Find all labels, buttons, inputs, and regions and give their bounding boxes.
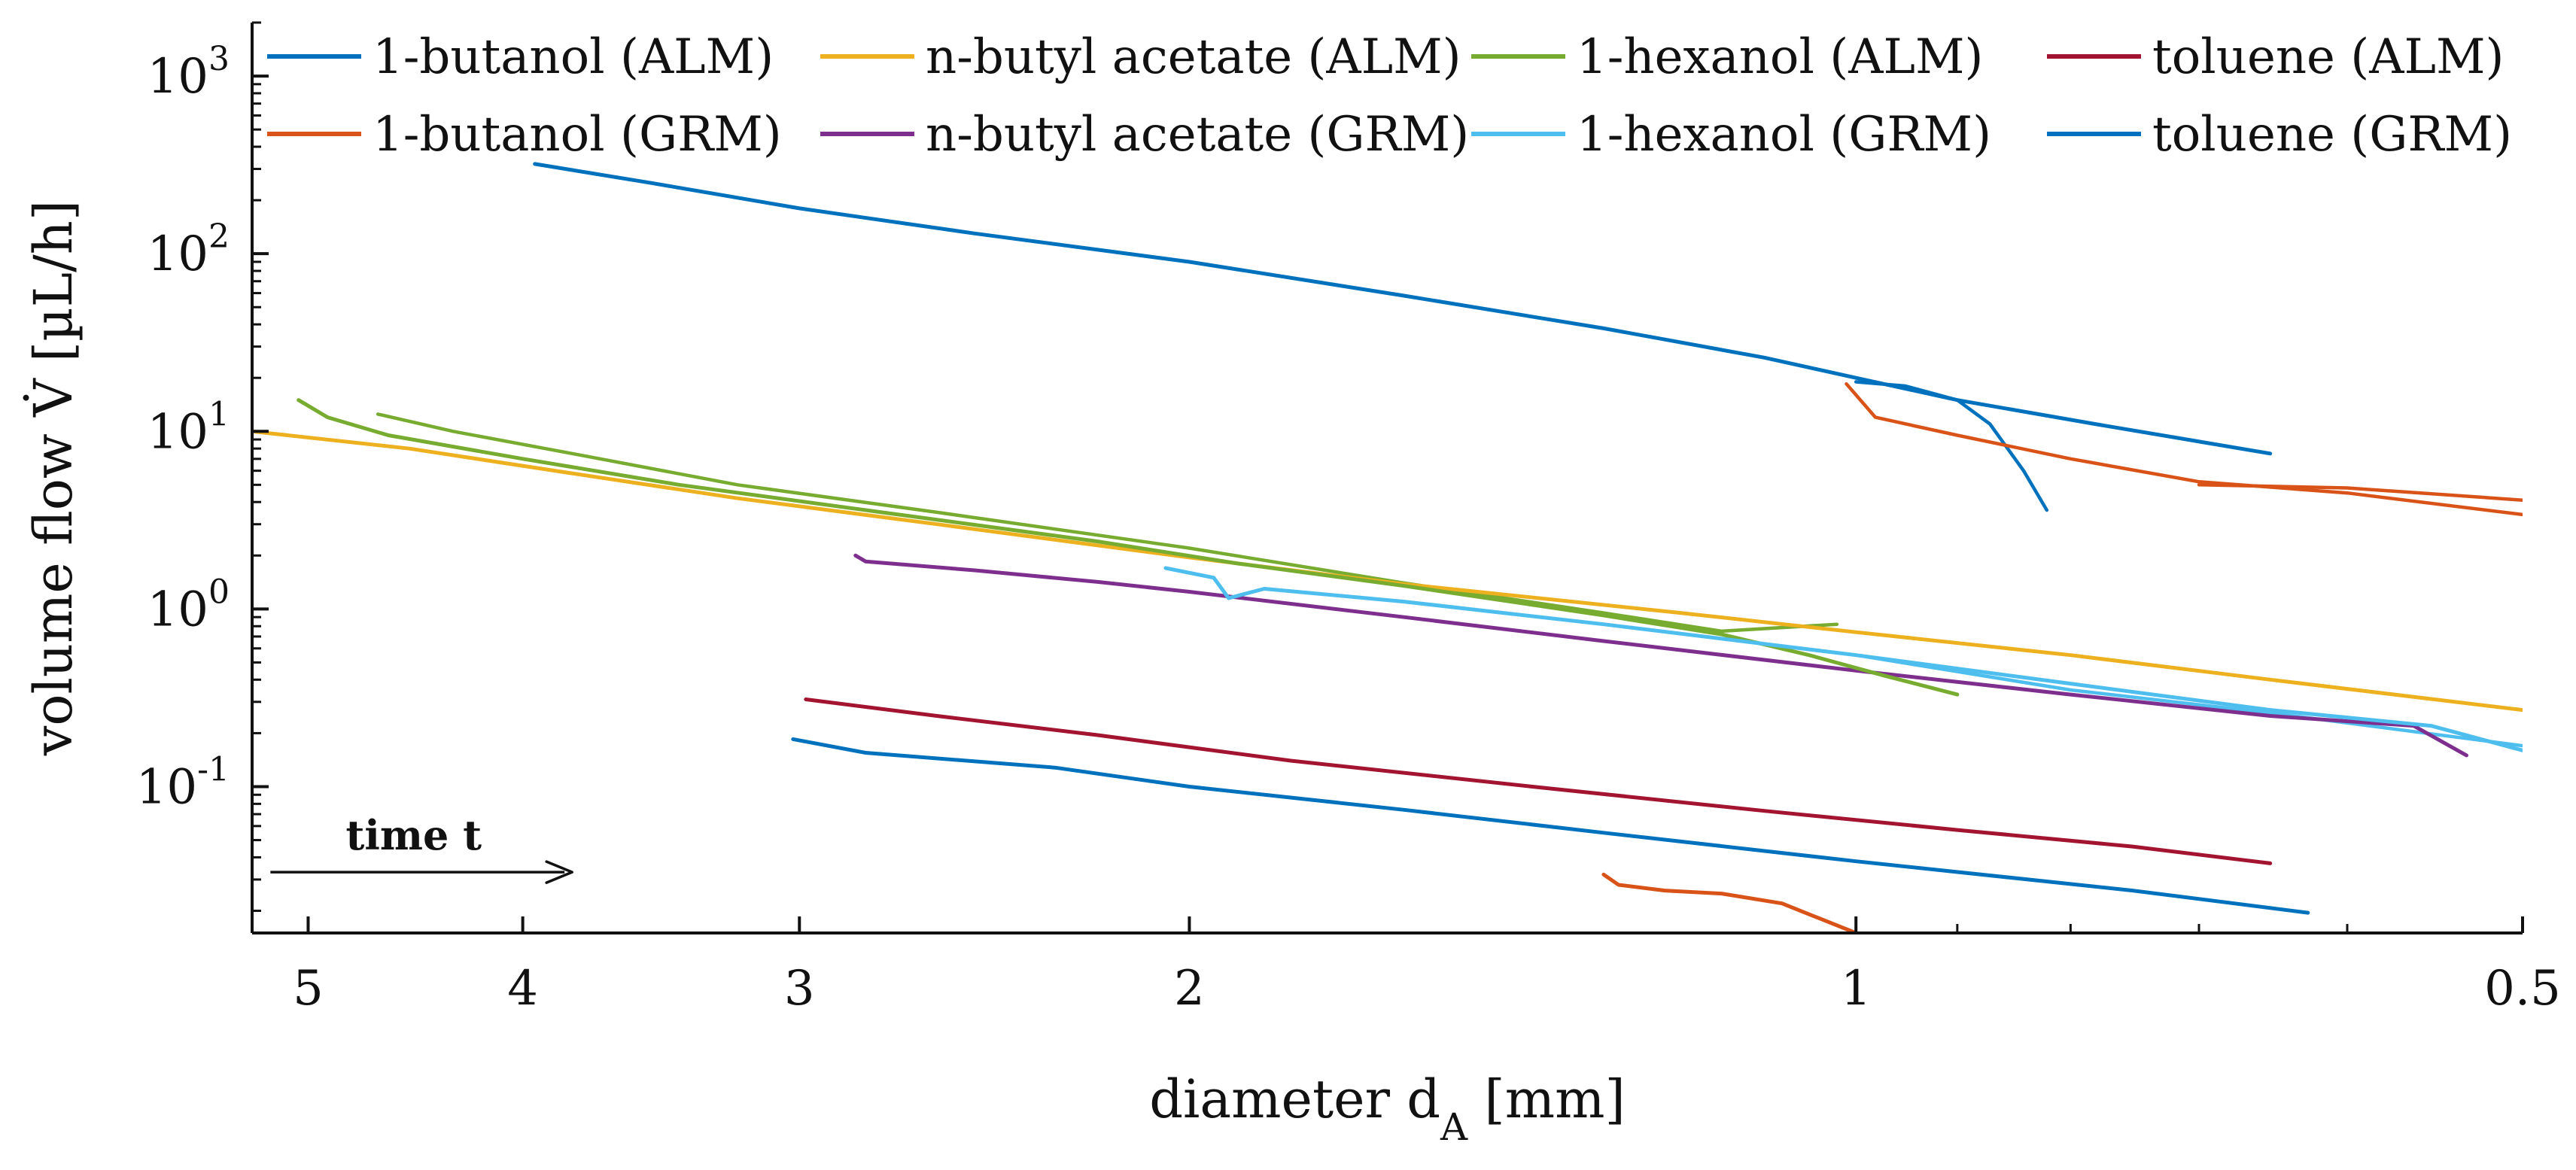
- series-branch-3: [1854, 653, 2523, 748]
- x-tick-label: 3: [784, 961, 815, 1017]
- y-tick-base: 10: [136, 759, 197, 815]
- y-tick-label: 102: [148, 217, 230, 282]
- y-tick-base: 10: [148, 582, 208, 637]
- legend-label: 1-butanol (ALM): [373, 29, 774, 85]
- legend-item: toluene (GRM): [2047, 107, 2512, 163]
- legend-label: n-butyl acetate (ALM): [926, 29, 1461, 85]
- y-tick-exp: 0: [208, 573, 230, 611]
- series-line-3: [853, 553, 2468, 758]
- y-tick-exp: 2: [208, 217, 230, 256]
- time-arrow-head: [545, 860, 573, 884]
- series-branch-1: [1845, 381, 2523, 517]
- series-line-5: [1163, 566, 2523, 752]
- y-tick-exp: 3: [208, 40, 230, 78]
- series-branch-2: [376, 412, 1839, 634]
- y-tick-base: 10: [148, 226, 208, 282]
- legend-item: n-butyl acetate (GRM): [820, 107, 1469, 163]
- time-label: time t: [345, 811, 482, 859]
- legend-label: 1-hexanol (GRM): [1577, 107, 1991, 163]
- x-tick-label: 4: [507, 961, 538, 1017]
- x-tick-label: 0.5: [2484, 961, 2561, 1017]
- legend-item: toluene (ALM): [2047, 29, 2504, 85]
- y-tick-base: 10: [148, 404, 208, 460]
- series-line-6: [804, 697, 2273, 865]
- y-tick-exp: 1: [208, 395, 230, 433]
- y-tick-base: 10: [148, 49, 208, 105]
- x-axis-label-sub: A: [1440, 1105, 1468, 1149]
- series-line-1: [1601, 872, 1862, 933]
- legend-label: 1-hexanol (ALM): [1577, 29, 1983, 85]
- legend-item: 1-hexanol (ALM): [1471, 29, 1983, 85]
- y-tick-exp: -1: [197, 750, 230, 789]
- legend-label: toluene (GRM): [2152, 107, 2512, 163]
- y-tick-label: 10-1: [136, 750, 230, 815]
- x-tick-label: 2: [1174, 961, 1205, 1017]
- y-tick-label: 100: [148, 573, 230, 637]
- y-axis-label: volume flow V̇ [µL/h]: [23, 200, 84, 756]
- x-axis-label: diameter dA [mm]: [1149, 1068, 1626, 1149]
- series-line-7: [533, 162, 2273, 456]
- legend-label: n-butyl acetate (GRM): [926, 107, 1469, 163]
- annotation: time t: [270, 811, 573, 884]
- legend-item: 1-hexanol (GRM): [1471, 107, 1991, 163]
- y-tick-label: 101: [148, 395, 230, 460]
- x-axis-label-main: diameter d: [1149, 1068, 1440, 1130]
- series-line-4: [297, 398, 1960, 697]
- x-tick-label: 5: [293, 961, 324, 1017]
- series-layer: [252, 162, 2523, 933]
- legend-label: 1-butanol (GRM): [373, 107, 782, 163]
- legend-item: 1-butanol (ALM): [267, 29, 774, 85]
- legend-item: n-butyl acetate (ALM): [820, 29, 1461, 85]
- legend-item: 1-butanol (GRM): [267, 107, 782, 163]
- legend-label: toluene (ALM): [2152, 29, 2504, 85]
- x-tick-label: 1: [1841, 961, 1872, 1017]
- y-tick-label: 103: [148, 40, 230, 105]
- x-axis-label-unit: [mm]: [1467, 1068, 1626, 1130]
- series-branch-4: [2197, 483, 2523, 502]
- legend: 1-butanol (ALM) 1-butanol (GRM) n-butyl ac…: [267, 29, 2512, 163]
- series-line-0: [791, 737, 2310, 915]
